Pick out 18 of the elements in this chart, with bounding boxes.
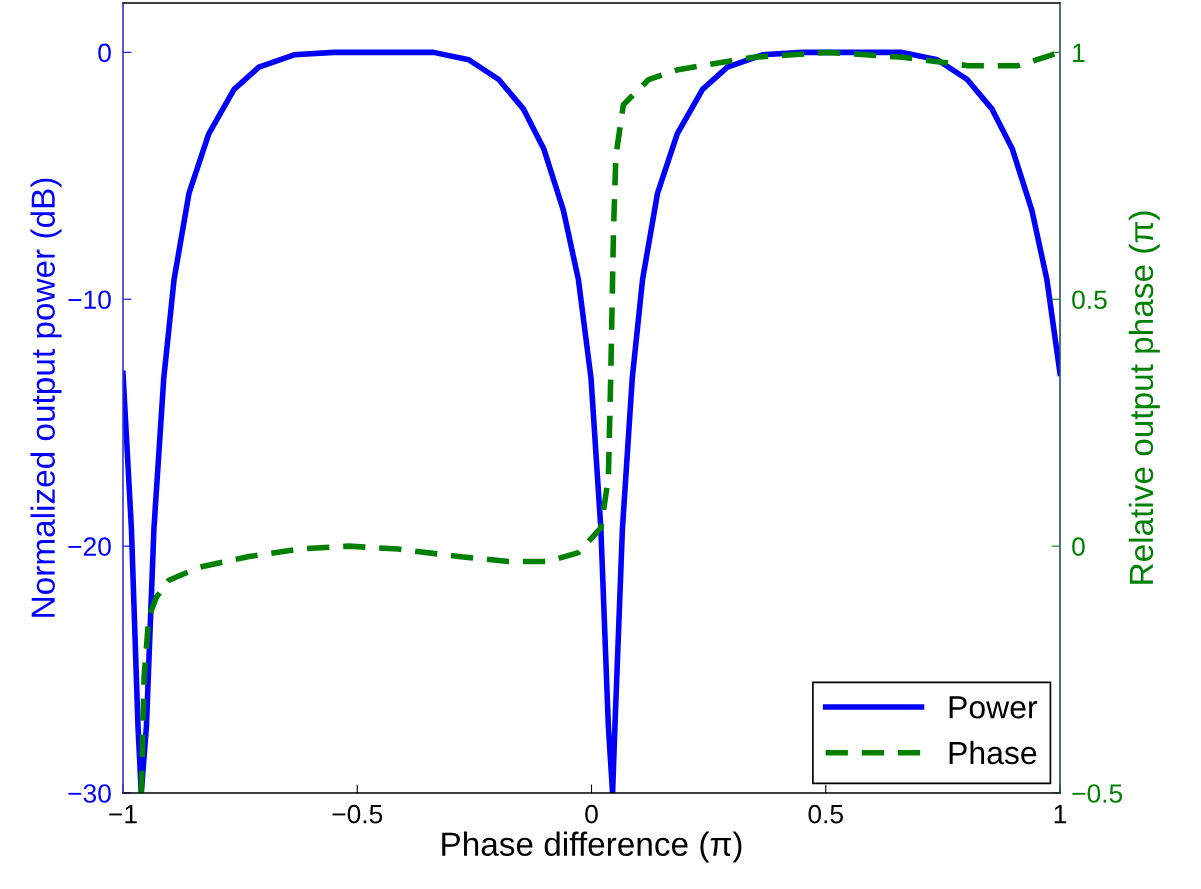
x-tick-label: 0 (585, 804, 598, 824)
legend-label: Power (949, 696, 1038, 719)
y-tick-label: −20 (68, 537, 111, 556)
y2-tick-label: 1 (1073, 43, 1085, 62)
y2-tick-label: −0.5 (1072, 784, 1123, 803)
legend-label: Phase (949, 740, 1037, 765)
y-tick-label: −10 (68, 290, 111, 310)
x-tick-label: −0.5 (332, 804, 383, 824)
x-tick-label: −1 (109, 805, 137, 824)
y-tick-label: −30 (68, 784, 111, 803)
y2-tick-label: 0 (1072, 537, 1085, 556)
y2-axis-title: Relative output phase (π) (1128, 211, 1160, 584)
y-axis-title: Normalized output power (dB) (30, 178, 62, 617)
y2-tick-label: 0.5 (1072, 290, 1107, 310)
x-tick-label: 1 (1054, 805, 1067, 824)
x-axis-title: Phase difference (π) (442, 831, 742, 863)
x-tick-label: 0.5 (808, 804, 843, 824)
y-tick-label: 0 (98, 43, 111, 63)
